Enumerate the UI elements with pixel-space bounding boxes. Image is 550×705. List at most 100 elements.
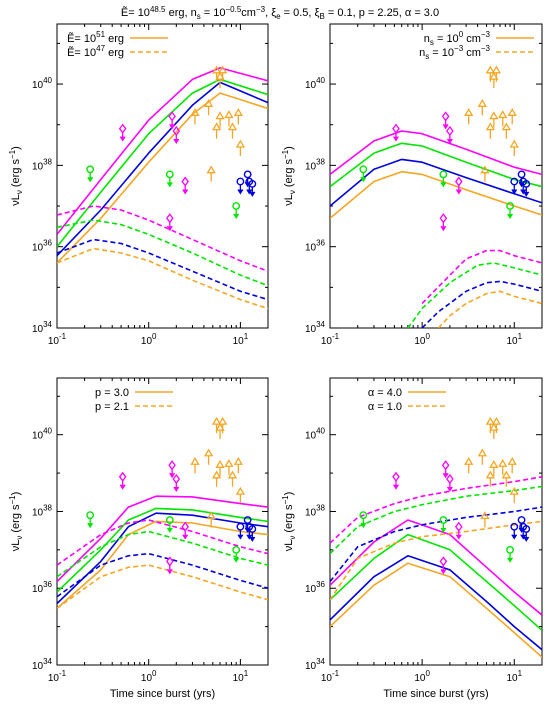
observation-triangle <box>509 139 519 156</box>
legend: p = 3.0 p = 2.1 <box>95 387 173 413</box>
series-line-solid <box>57 495 268 583</box>
observation-triangle <box>211 122 222 139</box>
observation-circle <box>232 545 241 563</box>
series-line-dashed <box>57 564 268 609</box>
y-tick-label: 1040 <box>32 76 53 91</box>
y-tick-label: 1040 <box>305 76 326 91</box>
series-line-solid <box>330 562 542 658</box>
observation-triangle <box>224 458 234 476</box>
observation-triangle <box>215 111 225 128</box>
legend: ns = 100 cm−3ns = 10−3 cm−3 <box>419 30 534 61</box>
observation-diamond <box>166 556 174 575</box>
observation-triangle <box>217 416 228 434</box>
observation-triangle <box>206 165 216 182</box>
x-tick-label: 10-1 <box>321 332 340 347</box>
observation-circle <box>439 516 448 533</box>
figure-title: Ẽ= 1048.5 erg, ns = 10−0.5cm−3, ξe = 0.5… <box>121 5 439 21</box>
observation-circle <box>359 165 368 183</box>
legend-label: Ẽ= 1051 erg <box>67 30 124 45</box>
observation-triangle <box>485 122 495 139</box>
plot-frame <box>329 377 543 666</box>
observation-circle <box>236 177 245 195</box>
observation-triangle <box>485 65 495 82</box>
y-tick-label: 1038 <box>305 157 326 172</box>
series-line-dashed <box>421 280 542 328</box>
observation-circle <box>86 511 95 529</box>
observation-diamond <box>118 471 127 490</box>
observation-diamond <box>118 123 127 142</box>
y-axis-label: νLν (erg s−1) <box>8 146 24 206</box>
observation-triangle <box>477 99 487 116</box>
observation-triangle <box>477 448 487 465</box>
observation-triangle <box>206 511 216 528</box>
y-tick-label: 1038 <box>32 503 53 518</box>
observation-diamond <box>441 460 450 479</box>
y-tick-label: 1036 <box>32 580 53 595</box>
y-axis-label: νLν (erg s−1) <box>281 492 297 552</box>
x-tick-label: 101 <box>506 332 522 347</box>
x-tick-label: 100 <box>414 332 430 347</box>
observation-circle <box>439 170 448 188</box>
observation-circle <box>510 177 519 195</box>
series-line-dashed <box>330 506 542 582</box>
observation-triangle <box>464 456 474 474</box>
observation-triangle <box>211 416 222 434</box>
series-line-solid <box>57 507 268 593</box>
observation-circle <box>248 180 257 197</box>
observation-triangle <box>215 460 225 477</box>
series-line-dashed <box>407 262 542 328</box>
observation-triangle <box>485 470 495 487</box>
y-tick-label: 1040 <box>305 427 326 442</box>
observation-triangle <box>227 122 238 139</box>
legend-label: p = 2.1 <box>95 401 129 413</box>
observation-triangle <box>235 139 246 156</box>
legend-label: α = 1.0 <box>368 401 402 413</box>
observation-triangle <box>507 108 517 125</box>
observation-triangle <box>489 111 499 128</box>
y-tick-label: 1040 <box>32 427 53 442</box>
observation-triangle <box>215 422 225 440</box>
series-line-dashed <box>437 290 542 328</box>
observation-triangle <box>227 470 238 487</box>
observation-diamond <box>439 213 448 232</box>
series-line-solid <box>330 130 542 176</box>
observation-circle <box>506 202 514 219</box>
series-line-solid <box>57 520 268 609</box>
y-tick-label: 1038 <box>305 503 326 518</box>
observation-triangle <box>501 122 511 139</box>
series-line-solid <box>330 555 542 651</box>
series-line-dashed <box>330 476 542 544</box>
observation-triangle <box>211 470 222 487</box>
observation-triangle <box>498 458 508 476</box>
y-axis-label: νLν (erg s−1) <box>281 146 297 206</box>
legend-label: Ẽ= 1047 erg <box>67 44 124 59</box>
series-line-dashed <box>330 520 542 601</box>
observation-circle <box>510 522 519 540</box>
legend-label: ns = 100 cm−3 <box>424 30 491 47</box>
observation-triangle <box>480 165 490 182</box>
series-line-dashed <box>57 205 268 272</box>
series-line-solid <box>57 67 268 235</box>
observation-diamond <box>172 473 181 492</box>
x-tick-label: 100 <box>141 669 157 684</box>
observation-triangle <box>224 110 234 127</box>
observation-circle <box>232 202 241 219</box>
series-line-solid <box>330 533 542 631</box>
observation-diamond <box>439 556 448 575</box>
observation-triangle <box>215 71 225 89</box>
legend-label: p = 3.0 <box>95 387 129 399</box>
x-tick-label: 101 <box>233 669 249 684</box>
observation-diamond <box>446 125 454 144</box>
observation-diamond <box>392 123 400 142</box>
observation-diamond <box>454 176 463 195</box>
plot-frame <box>56 377 269 666</box>
observation-triangle <box>485 416 495 434</box>
panel-bottom-right: 10-1 100 101 1034 1036 1038 1040 νLν (erg s−1) T… <box>281 377 543 700</box>
series-line-solid <box>57 78 268 248</box>
observation-triangle <box>489 460 499 477</box>
series-line-solid <box>330 519 542 616</box>
observation-diamond <box>446 473 454 492</box>
observation-circle <box>522 180 531 197</box>
